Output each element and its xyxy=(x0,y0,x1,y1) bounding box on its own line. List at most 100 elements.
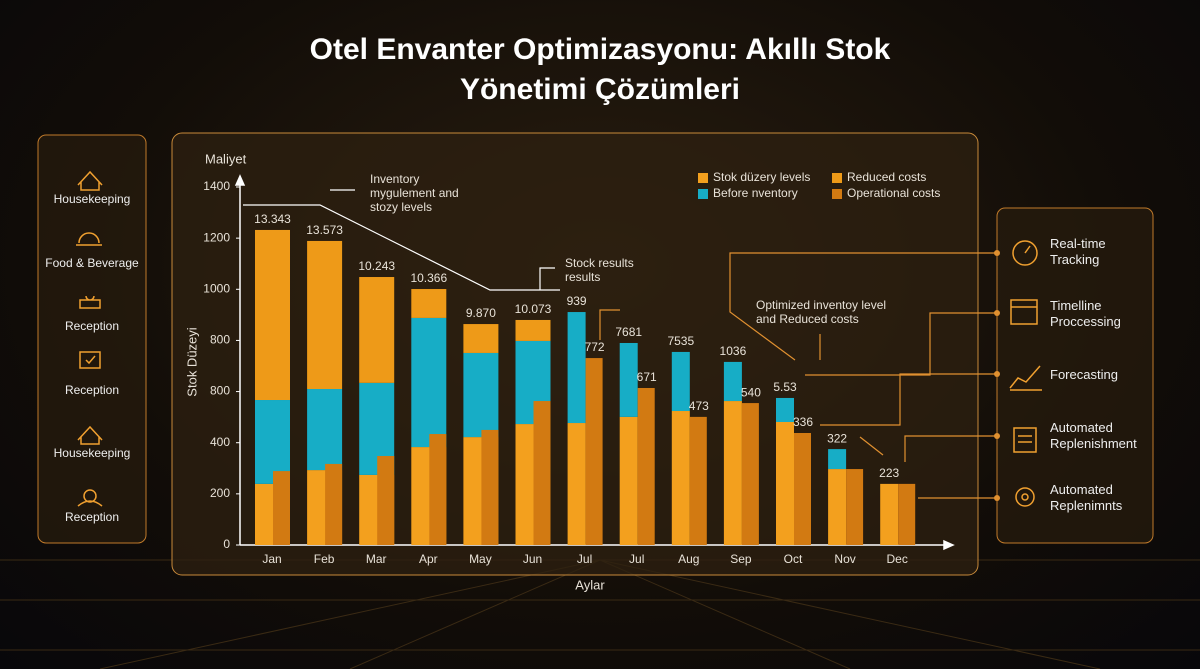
legend-swatch xyxy=(698,173,708,183)
bar-segment xyxy=(533,401,551,545)
bar-segment xyxy=(776,422,794,545)
bar-segment xyxy=(481,429,499,545)
bar-segment xyxy=(723,361,742,402)
bar-segment xyxy=(307,389,343,471)
legend-label: Stok düzery levels xyxy=(713,170,810,184)
bar-label: 336 xyxy=(793,415,813,429)
left-item: Housekeeping xyxy=(53,192,131,206)
x-tick-label: Jan xyxy=(262,552,281,566)
bar-label: 5.53 xyxy=(773,380,797,394)
bar-segment xyxy=(846,469,864,545)
x-tick-label: Dec xyxy=(887,552,908,566)
right-item: Automated Replenimnts xyxy=(1050,482,1123,513)
bar-segment xyxy=(567,423,586,545)
bar-segment xyxy=(325,463,343,545)
x-tick-label: Oct xyxy=(784,552,803,566)
left-item: Food & Beverage xyxy=(45,255,139,270)
bar-segment xyxy=(273,471,290,545)
bar-segment xyxy=(619,342,638,417)
bar-segment xyxy=(828,469,847,545)
bar-label: 13.343 xyxy=(254,212,291,226)
left-panel xyxy=(37,134,147,544)
left-item: Reception xyxy=(64,319,120,333)
bar-label: 10.366 xyxy=(410,271,447,285)
right-item: Real-time Tracking xyxy=(1050,236,1106,267)
bar-segment xyxy=(619,416,638,545)
x-tick-label: Jul xyxy=(577,552,592,566)
x-tick-label: Jun xyxy=(523,552,542,566)
legend-swatch xyxy=(698,189,708,199)
bar-label: 1036 xyxy=(720,344,747,358)
right-icons xyxy=(1009,240,1042,507)
bar-segment xyxy=(255,229,290,401)
legend-swatch xyxy=(832,173,842,183)
annotation-arrows xyxy=(243,189,560,291)
x-tick-label: Aug xyxy=(678,552,699,566)
x-axis-label: Aylar xyxy=(575,577,605,592)
left-item: Housekeeping xyxy=(53,446,131,460)
y-tick-label: 1400 xyxy=(203,179,230,193)
bar-segment xyxy=(411,289,447,318)
y-axis-label: Stok Düzeyi xyxy=(184,327,199,396)
bar-segment xyxy=(671,411,690,545)
bar-label: 322 xyxy=(827,431,847,445)
bar-label: 223 xyxy=(879,466,899,480)
x-tick-label: May xyxy=(469,552,492,566)
left-icons xyxy=(76,170,103,507)
bar-segment xyxy=(671,351,690,412)
bar-segment xyxy=(776,397,794,423)
y-tick-label: 1000 xyxy=(203,281,230,295)
page-title: Otel Envanter Optimizasyonu: Akıllı Stok… xyxy=(309,33,891,106)
x-tick-label: Sep xyxy=(730,552,752,566)
right-item: Forecasting xyxy=(1050,367,1118,382)
bar-segment xyxy=(359,277,395,383)
bar-segment xyxy=(585,358,603,545)
bar-segment xyxy=(689,416,707,545)
bar-label: 10.243 xyxy=(358,259,395,273)
bar-label: 7681 xyxy=(615,325,642,339)
connectors xyxy=(599,252,995,499)
y-tick-label: 800 xyxy=(210,384,230,398)
bar-label: 540 xyxy=(741,385,761,399)
y-tick-label: 1200 xyxy=(203,230,230,244)
bar-label: 671 xyxy=(637,370,657,384)
y-tick-label: 400 xyxy=(210,435,230,449)
y-tick-label: 200 xyxy=(210,486,230,500)
bar-segment xyxy=(307,240,343,390)
connector-dots xyxy=(994,250,1000,501)
bar-segment xyxy=(377,456,395,545)
bar-label: 939 xyxy=(567,294,587,308)
bar-segment xyxy=(880,483,899,545)
bar-segment xyxy=(898,483,916,545)
bar-segment xyxy=(515,319,551,341)
bar-label: 772 xyxy=(585,340,605,354)
x-tick-label: Nov xyxy=(834,552,855,566)
legend-swatch xyxy=(832,189,842,199)
bar-label: 13.573 xyxy=(306,223,343,237)
y-tick-label: 0 xyxy=(223,537,230,551)
bar-segment xyxy=(255,400,290,484)
bar-segment xyxy=(567,312,586,424)
x-tick-label: Jul xyxy=(629,552,644,566)
bar-label: 10.073 xyxy=(515,302,552,316)
bar-segment xyxy=(429,434,447,545)
bar-segment xyxy=(463,324,499,353)
annotation: Inventory mygulement and stozy levels xyxy=(370,172,459,214)
x-tick-label: Apr xyxy=(419,552,438,566)
bar-segment xyxy=(828,449,847,470)
x-tick-label: Feb xyxy=(314,552,335,566)
bar-label: 473 xyxy=(689,399,709,413)
legend-label: Before nventory xyxy=(713,186,798,200)
bar-segment xyxy=(741,403,759,545)
left-item: Reception xyxy=(64,382,120,397)
annotation: Stock results results xyxy=(565,256,634,284)
annotation: Optimized inventoy level and Reduced cos… xyxy=(756,298,887,326)
bar-label: 9.870 xyxy=(466,306,496,320)
right-item: Automated Replenishment xyxy=(1050,420,1137,451)
bar-segment xyxy=(411,317,447,448)
left-item: Reception xyxy=(64,509,120,524)
right-item: Timelline Proccessing xyxy=(1050,298,1121,329)
legend-label: Reduced costs xyxy=(847,170,926,184)
